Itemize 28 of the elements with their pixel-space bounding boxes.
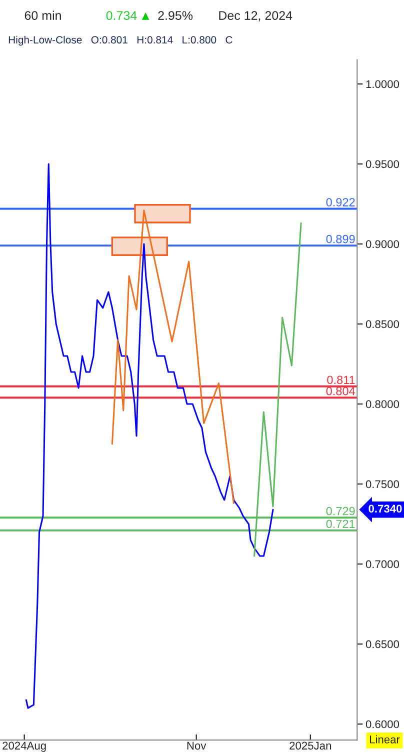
x-tick-label: Nov	[187, 742, 206, 750]
ref-line-label: 0.899	[326, 234, 355, 244]
y-tick-label: 0.7500	[366, 480, 400, 488]
y-tick-label: 0.6500	[366, 640, 400, 648]
chart-title: 60 min	[24, 10, 61, 20]
text: 0.734	[106, 11, 137, 20]
ref-line-label: 0.729	[326, 506, 355, 516]
ref-line-label: 0.721	[326, 520, 355, 528]
line-series	[111, 210, 234, 504]
text: Linear	[370, 735, 400, 744]
y-tick-label: 0.6000	[366, 720, 400, 728]
x-tick-label: 2025Jan	[290, 742, 331, 750]
y-tick-label: 0.9000	[366, 240, 400, 248]
x-tick-label: 2024Aug	[2, 742, 46, 752]
y-tick-label: 1.0000	[366, 80, 400, 88]
y-tick-label: 0.8500	[366, 320, 400, 328]
y-tick-label: 0.8000	[366, 400, 400, 408]
ref-line-label: 0.922	[326, 198, 355, 206]
text: Dec 12, 2024	[219, 11, 292, 22]
y-tick-label: 0.9500	[366, 160, 400, 168]
ref-line-label: 0.811	[327, 376, 355, 384]
chart-subtitle: High-Low-Close O:0.801 H:0.814 L:0.800 C	[8, 36, 232, 46]
ref-line-label: 0.804	[326, 386, 356, 396]
y-tick-label: 0.7000	[366, 560, 400, 568]
text: 0.7340	[368, 504, 402, 513]
line-series	[25, 163, 274, 709]
text: ▲	[142, 12, 150, 20]
text: 2.95%	[158, 11, 193, 20]
